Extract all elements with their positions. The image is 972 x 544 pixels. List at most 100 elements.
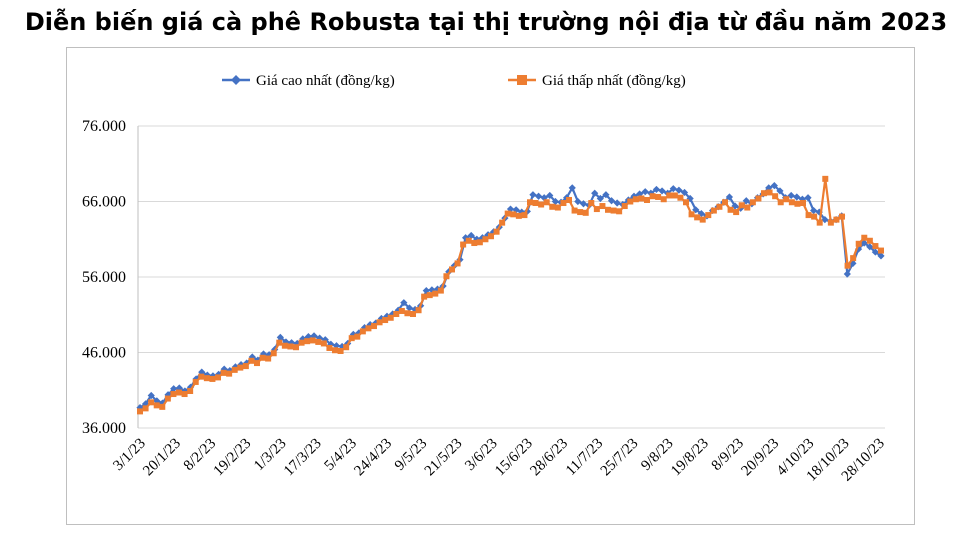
data-point: [755, 195, 762, 202]
data-point: [794, 200, 801, 207]
x-tick-label: 15/6/23: [492, 436, 536, 480]
data-point: [299, 335, 307, 343]
data-point: [142, 400, 150, 408]
data-point: [613, 199, 621, 207]
data-point: [354, 333, 361, 340]
data-point: [699, 216, 706, 223]
data-point: [787, 191, 795, 200]
data-point: [254, 356, 262, 364]
data-point: [428, 286, 436, 294]
data-point: [488, 233, 494, 240]
data-point: [192, 375, 200, 383]
x-tick-label: 28/6/23: [527, 436, 571, 480]
data-point: [843, 270, 851, 278]
data-point: [850, 255, 857, 262]
data-point: [265, 355, 272, 362]
data-point: [810, 206, 818, 215]
data-point: [242, 363, 249, 370]
data-point: [793, 193, 801, 201]
data-point: [660, 196, 667, 203]
data-point: [326, 344, 333, 351]
data-point: [804, 194, 812, 202]
data-point: [627, 198, 634, 205]
data-point: [605, 206, 611, 213]
data-point: [649, 193, 656, 200]
data-point: [549, 203, 556, 210]
x-tick-label: 11/7/23: [563, 436, 606, 479]
data-point: [621, 203, 628, 210]
data-point: [136, 404, 144, 412]
data-point: [694, 214, 701, 221]
data-point: [744, 204, 751, 211]
data-point: [683, 199, 689, 206]
data-point: [521, 212, 528, 219]
data-point: [532, 200, 539, 207]
data-point: [571, 207, 578, 214]
data-point: [298, 339, 305, 346]
data-point: [510, 211, 517, 218]
data-point: [410, 310, 416, 317]
data-point: [198, 373, 205, 380]
data-point: [158, 399, 167, 407]
legend-marker: [517, 75, 527, 85]
data-point: [849, 259, 857, 268]
x-tick-label: 17/3/23: [281, 436, 325, 480]
data-point: [449, 266, 455, 273]
data-point: [365, 325, 372, 332]
data-point: [854, 245, 863, 253]
data-point: [209, 375, 216, 382]
data-point: [697, 209, 705, 218]
y-tick-label: 66.000: [82, 194, 126, 211]
data-point: [254, 360, 260, 367]
data-point: [456, 256, 464, 264]
data-point: [226, 370, 233, 377]
data-point: [543, 199, 550, 206]
data-point: [515, 212, 522, 219]
data-point: [783, 196, 790, 203]
data-point: [534, 192, 543, 200]
data-point: [276, 333, 284, 341]
data-point: [551, 197, 560, 206]
data-point: [593, 206, 600, 213]
data-point: [476, 239, 483, 246]
data-point: [529, 191, 537, 199]
data-point: [722, 199, 728, 206]
data-point: [214, 370, 223, 378]
data-point: [725, 193, 734, 201]
data-point: [871, 248, 879, 256]
data-point: [281, 342, 288, 349]
y-tick-label: 36.000: [82, 420, 126, 437]
data-point: [159, 403, 166, 410]
data-point: [460, 241, 467, 248]
data-point: [710, 207, 717, 214]
legend-marker: [231, 75, 241, 85]
x-axis-ticks: 3/1/2320/1/238/2/2319/2/231/3/2317/3/235…: [110, 436, 887, 485]
data-point: [394, 306, 402, 314]
data-point: [433, 285, 442, 293]
data-point: [499, 219, 506, 226]
data-point: [705, 212, 712, 219]
data-point: [822, 175, 829, 182]
data-point: [666, 192, 673, 199]
data-point: [855, 240, 862, 247]
data-point: [377, 314, 385, 323]
data-point: [164, 391, 172, 399]
data-point: [677, 194, 684, 201]
data-point: [467, 231, 475, 240]
data-point: [276, 339, 283, 346]
data-point: [142, 405, 149, 412]
data-point: [554, 204, 561, 211]
legend-label: Giá thấp nhất (đồng/kg): [542, 73, 686, 89]
data-point: [343, 344, 350, 351]
gridlines: [137, 125, 885, 429]
data-point: [175, 384, 183, 392]
data-point: [170, 385, 178, 393]
data-point: [861, 234, 868, 241]
data-point: [404, 310, 411, 317]
data-point: [655, 193, 662, 200]
data-point: [293, 344, 299, 351]
data-point: [192, 378, 199, 385]
data-point: [638, 195, 645, 202]
data-point: [574, 197, 582, 206]
data-point: [181, 391, 188, 398]
